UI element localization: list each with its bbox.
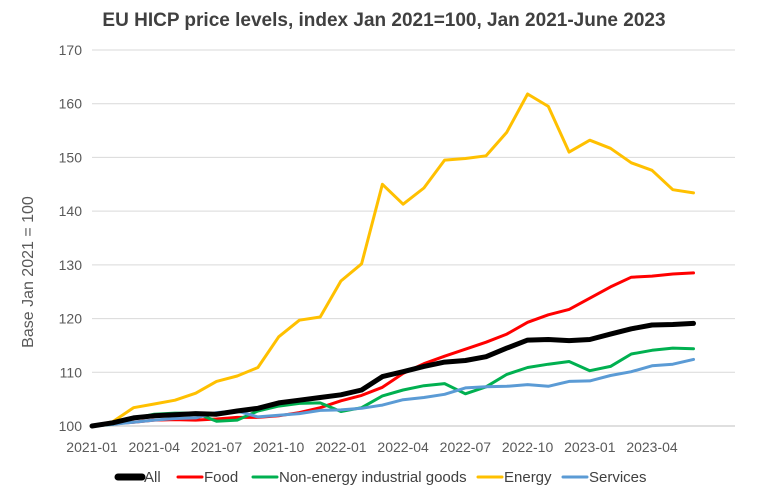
series-line-food bbox=[90, 271, 695, 428]
series-line-services bbox=[90, 357, 695, 428]
series-lines bbox=[89, 92, 696, 429]
legend-label-services: Services bbox=[589, 469, 647, 486]
y-tick-label: 140 bbox=[59, 203, 83, 219]
x-tick-label: 2021-04 bbox=[129, 439, 181, 455]
legend-label-non-energy-industrial-goods: Non-energy industrial goods bbox=[279, 469, 467, 486]
y-axis-label: Base Jan 2021 = 100 bbox=[20, 196, 37, 348]
series-line-energy bbox=[90, 92, 695, 428]
x-tick-label: 2023-01 bbox=[564, 439, 616, 455]
y-tick-label: 110 bbox=[60, 364, 83, 380]
legend: All Food Non-energy industrial goods Energy… bbox=[114, 469, 647, 486]
y-tick-label: 150 bbox=[59, 149, 83, 165]
y-axis-ticks: 100 110 120 130 140 150 160 170 bbox=[59, 42, 83, 434]
chart-title: EU HICP price levels, index Jan 2021=100… bbox=[102, 10, 665, 31]
x-tick-label: 2022-01 bbox=[315, 439, 367, 455]
x-tick-label: 2022-10 bbox=[502, 439, 554, 455]
legend-label-energy: Energy bbox=[504, 469, 552, 486]
x-tick-label: 2021-07 bbox=[191, 439, 243, 455]
legend-label-all: All bbox=[144, 469, 161, 486]
y-tick-label: 160 bbox=[59, 96, 83, 112]
y-tick-label: 170 bbox=[59, 42, 83, 58]
x-tick-label: 2022-07 bbox=[440, 439, 492, 455]
x-tick-label: 2021-01 bbox=[66, 439, 118, 455]
y-tick-label: 100 bbox=[59, 418, 83, 434]
y-tick-label: 130 bbox=[59, 257, 83, 273]
gridlines bbox=[92, 49, 735, 427]
series-line-all bbox=[89, 320, 696, 429]
x-axis-ticks: 2021-01 2021-04 2021-07 2021-10 2022-01 2022-… bbox=[66, 439, 678, 455]
x-tick-label: 2022-04 bbox=[377, 439, 429, 455]
legend-label-food: Food bbox=[204, 469, 238, 486]
y-tick-label: 120 bbox=[59, 311, 83, 327]
x-tick-label: 2021-10 bbox=[253, 439, 305, 455]
x-tick-label: 2023-04 bbox=[626, 439, 678, 455]
